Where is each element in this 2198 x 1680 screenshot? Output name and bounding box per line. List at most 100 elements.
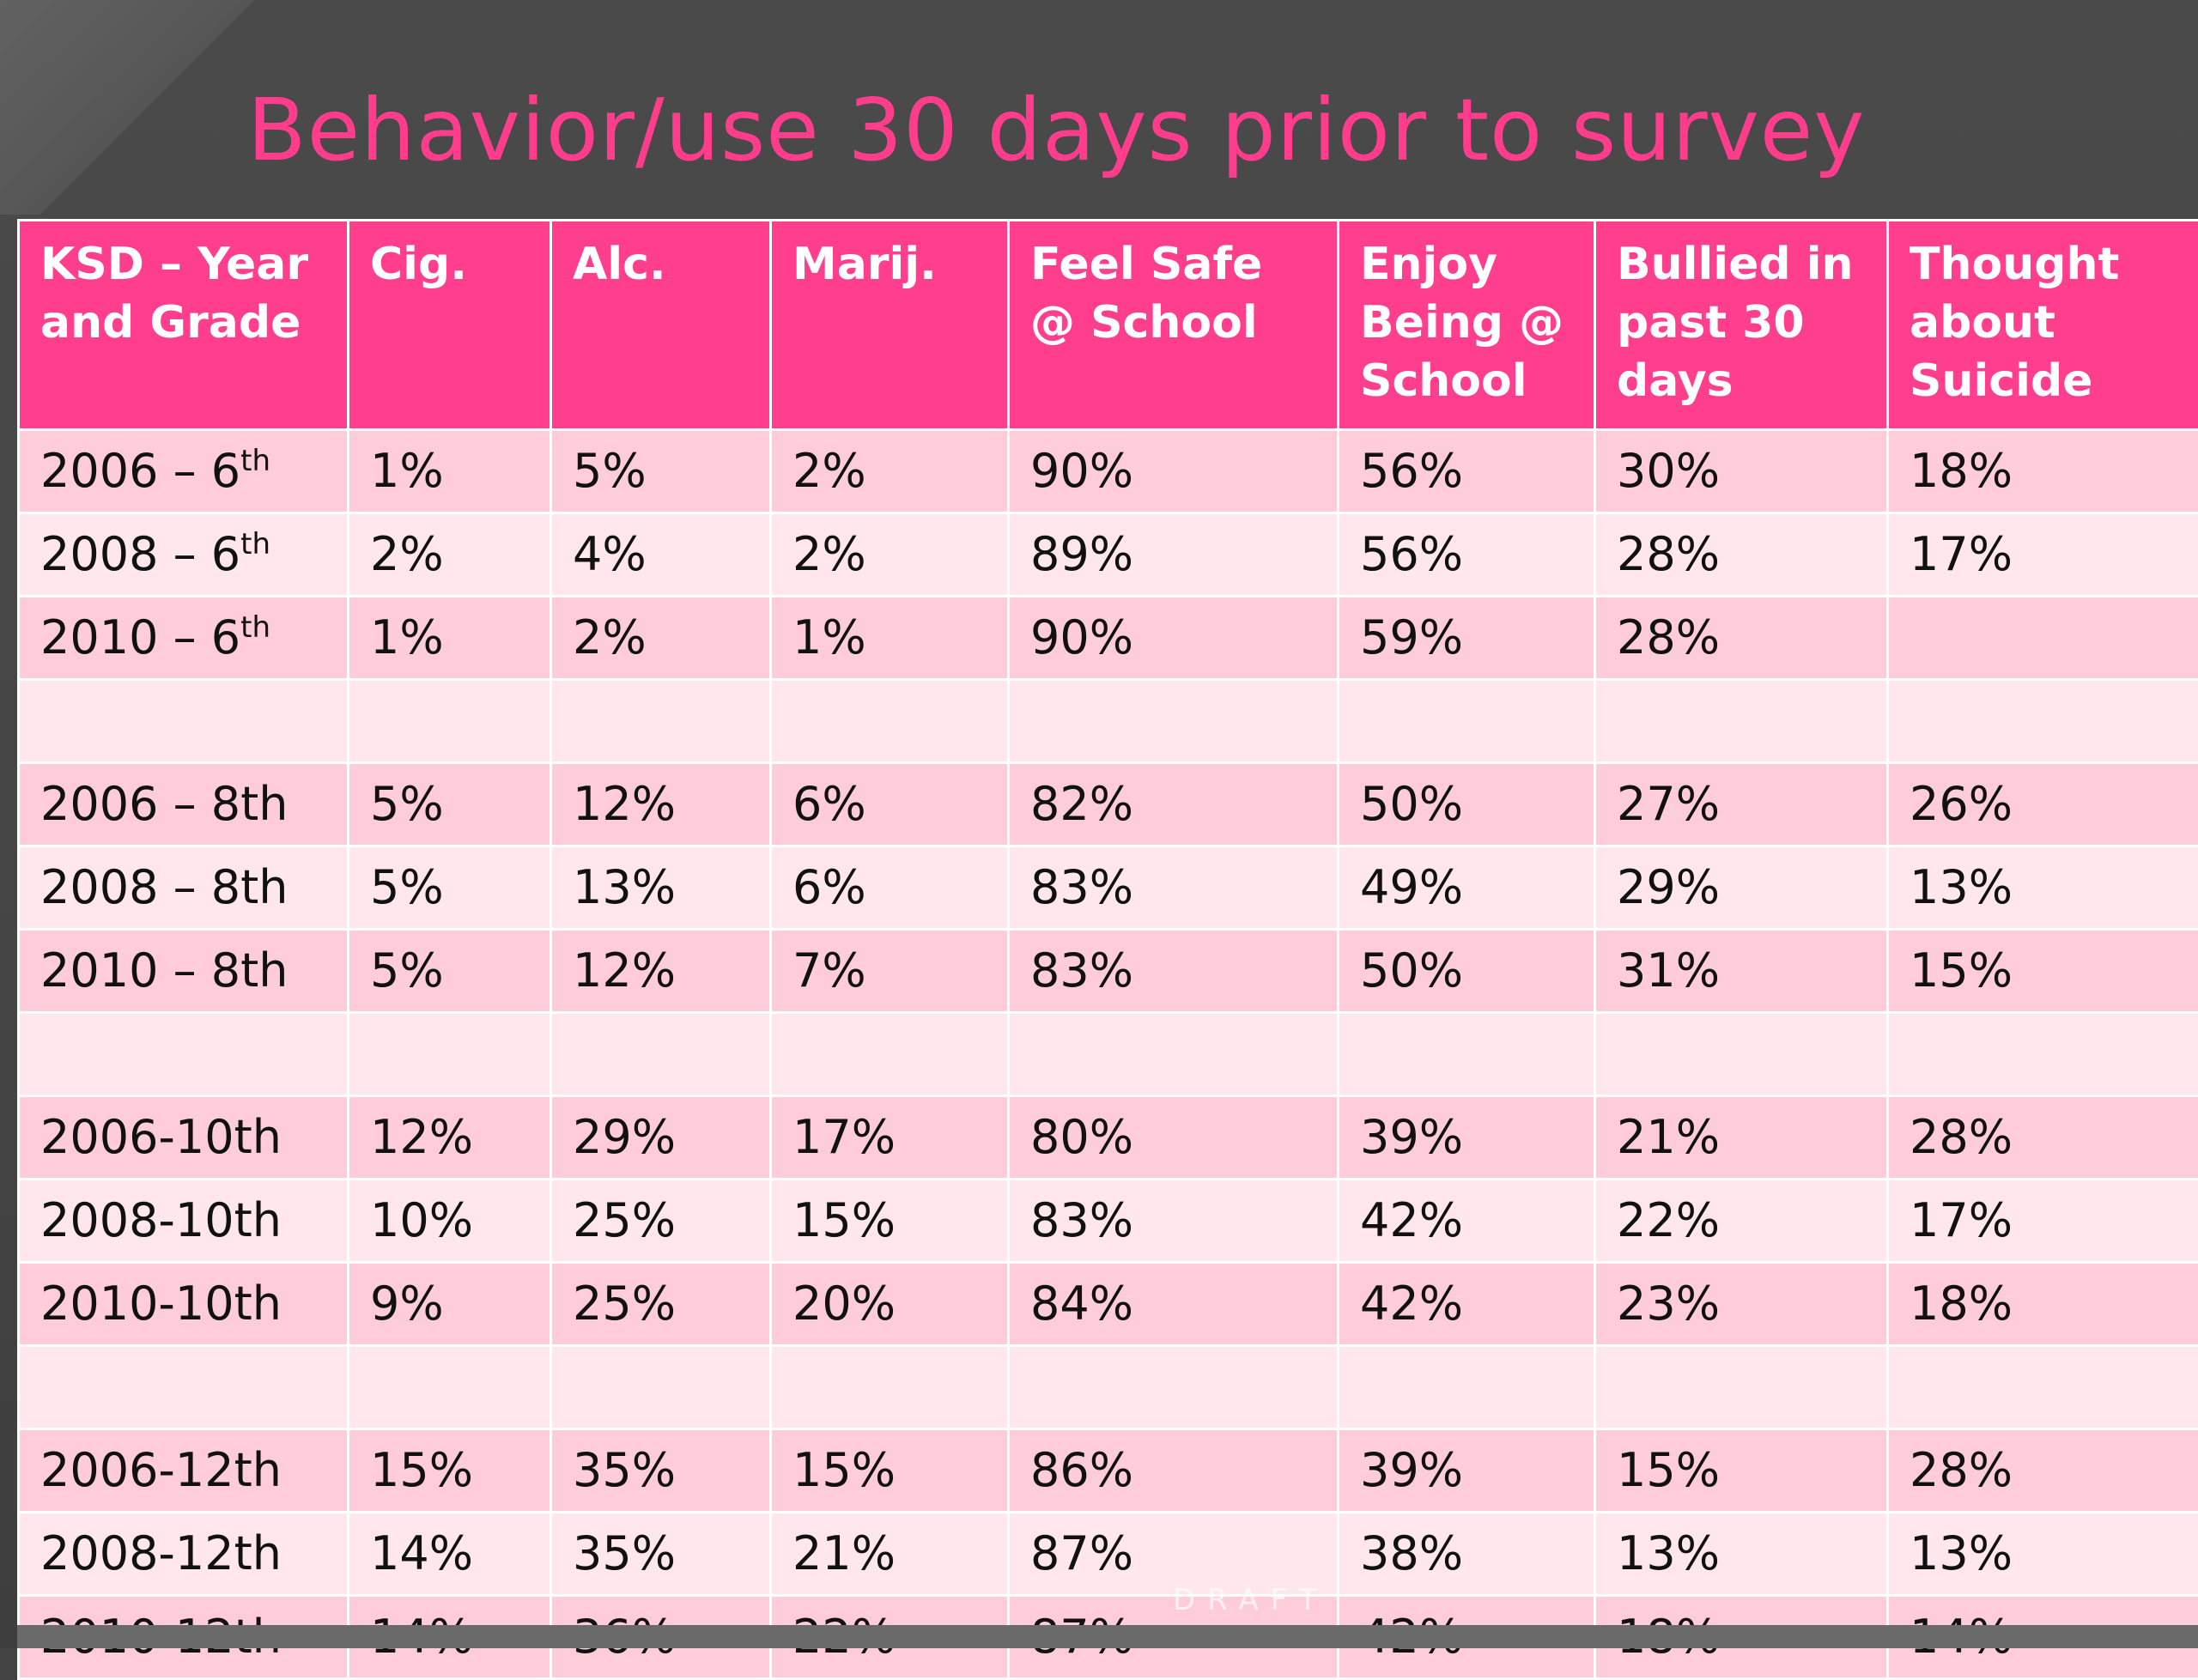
table-cell [349, 680, 551, 763]
cell-text: 21% [792, 1526, 896, 1580]
cell-text: 2% [370, 527, 444, 581]
cell-text: 49% [1360, 860, 1463, 914]
table-cell: 7% [771, 930, 1009, 1013]
cell-text: 17% [1910, 527, 2013, 581]
table-cell: 83% [1009, 846, 1339, 930]
table-cell [551, 680, 771, 763]
header-feel-safe: Feel Safe @ School [1009, 221, 1339, 430]
cell-text: 5% [573, 444, 647, 498]
table-cell: 14% [349, 1513, 551, 1596]
table-cell: 15% [1595, 1429, 1888, 1513]
header-cigarettes: Cig. [349, 221, 551, 430]
cell-text: 86% [1030, 1443, 1133, 1497]
header-suicide: Thought about Suicide [1888, 221, 2198, 430]
cell-text: 30% [1617, 444, 1720, 498]
table-cell: 83% [1009, 930, 1339, 1013]
table-cell [1888, 680, 2198, 763]
table-cell [1339, 1346, 1595, 1429]
row-label-cell: 2006-10th [19, 1096, 349, 1180]
table-cell [1888, 1013, 2198, 1096]
table-cell: 90% [1009, 430, 1339, 513]
cell-text: 2% [573, 610, 647, 664]
table-cell: 15% [771, 1429, 1009, 1513]
table-cell: 13% [551, 846, 771, 930]
table-cell [1009, 1346, 1339, 1429]
table-cell: 28% [1888, 1096, 2198, 1180]
table-cell: 15% [349, 1429, 551, 1513]
header-year-grade: KSD – Year and Grade [19, 221, 349, 430]
table-cell: 17% [1888, 513, 2198, 597]
cell-text: 56% [1360, 444, 1463, 498]
table-cell [771, 680, 1009, 763]
header-alcohol: Alc. [551, 221, 771, 430]
table-cell: 2% [771, 513, 1009, 597]
cell-text: 13% [1910, 1526, 2013, 1580]
cell-text: 29% [573, 1110, 676, 1164]
cell-text: 83% [1030, 943, 1133, 998]
header-enjoy-being: Enjoy Being @ School [1339, 221, 1595, 430]
cell-text: 10% [370, 1193, 473, 1247]
table-cell: 15% [1888, 930, 2198, 1013]
cell-text: 42% [1360, 1193, 1463, 1247]
table-cell: 83% [1009, 1180, 1339, 1263]
cell-text: 20% [792, 1277, 896, 1331]
table-cell: 21% [1595, 1096, 1888, 1180]
bottom-bar [17, 1625, 2198, 1648]
cell-text: 35% [573, 1443, 676, 1497]
table-cell: 9% [349, 1263, 551, 1346]
table-cell: 31% [1595, 930, 1888, 1013]
table-cell: 20% [771, 1263, 1009, 1346]
cell-text: 15% [1910, 943, 2013, 998]
row-label-cell [19, 1346, 349, 1429]
cell-text: 25% [573, 1193, 676, 1247]
table-cell: 56% [1339, 430, 1595, 513]
cell-text: 17% [792, 1110, 896, 1164]
cell-text: 13% [573, 860, 676, 914]
draft-watermark: DRAFT [1173, 1583, 1328, 1617]
cell-text: 2010 – 8th [40, 943, 288, 998]
cell-text: 25% [573, 1277, 676, 1331]
table-cell: 1% [349, 597, 551, 680]
row-label-cell: 2008 – 6th [19, 513, 349, 597]
cell-text: 21% [1617, 1110, 1720, 1164]
table-cell: 13% [1888, 1513, 2198, 1596]
cell-text: 38% [1360, 1526, 1463, 1580]
table-cell [1595, 1346, 1888, 1429]
cell-text: 22% [1617, 1193, 1720, 1247]
table-cell: 29% [551, 1096, 771, 1180]
table-cell: 18% [1888, 430, 2198, 513]
row-label-cell: 2008 – 8th [19, 846, 349, 930]
cell-text: 31% [1617, 943, 1720, 998]
cell-text: 5% [370, 943, 444, 998]
table-cell [1888, 597, 2198, 680]
cell-text: 12% [573, 777, 676, 831]
table-cell: 50% [1339, 763, 1595, 846]
row-label-cell: 2008-12th [19, 1513, 349, 1596]
cell-text: 39% [1360, 1443, 1463, 1497]
table-cell: 80% [1009, 1096, 1339, 1180]
cell-text: 14% [370, 1526, 473, 1580]
table-cell: 82% [1009, 763, 1339, 846]
table-cell: 39% [1339, 1429, 1595, 1513]
table-cell: 42% [1339, 1180, 1595, 1263]
cell-text: 2010-10th [40, 1277, 282, 1331]
table-cell: 12% [551, 763, 771, 846]
cell-text: 15% [370, 1443, 473, 1497]
table-cell: 21% [771, 1513, 1009, 1596]
cell-text: 50% [1360, 943, 1463, 998]
table-cell: 2% [349, 513, 551, 597]
table-cell: 4% [551, 513, 771, 597]
cell-text: 13% [1910, 860, 2013, 914]
row-label-cell: 2010 – 8th [19, 930, 349, 1013]
table-cell [551, 1346, 771, 1429]
cell-text: 83% [1030, 1193, 1133, 1247]
table-cell: 29% [1595, 846, 1888, 930]
cell-text: 6% [792, 860, 866, 914]
header-marijuana: Marij. [771, 221, 1009, 430]
grade-ordinal-suffix: th [240, 444, 270, 478]
